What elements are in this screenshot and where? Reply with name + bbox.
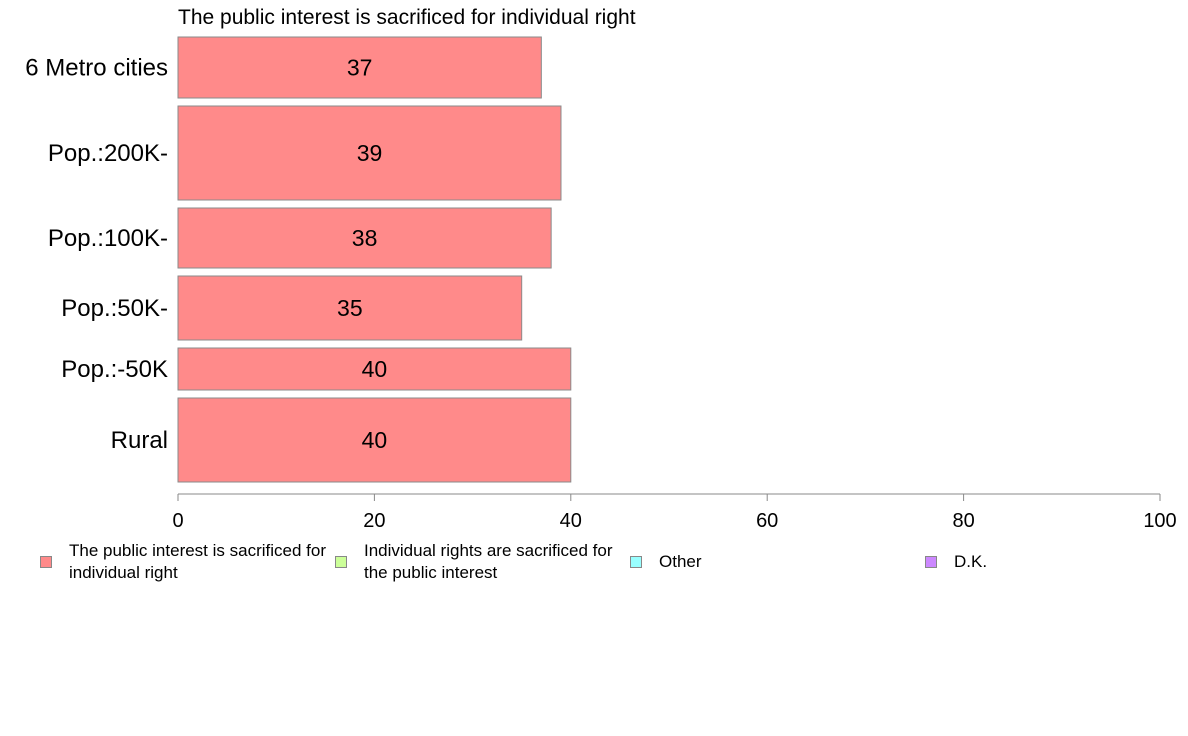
legend-swatch [925, 556, 937, 568]
category-label: Pop.:100K- [48, 225, 168, 252]
category-label: Pop.:200K- [48, 140, 168, 167]
legend-swatch [40, 556, 52, 568]
legend-label: Other [659, 552, 702, 571]
x-tick-label: 80 [952, 510, 974, 532]
legend: The public interest is sacrificed for in… [0, 540, 1188, 600]
legend-item-individual-rights: Individual rights are sacrificed for the… [335, 540, 624, 584]
legend-swatch [630, 556, 642, 568]
legend-item-other: Other [630, 551, 919, 573]
bar [177, 105, 562, 201]
data-label: 38 [352, 225, 378, 251]
bar [177, 275, 523, 341]
data-label: 37 [347, 55, 373, 81]
x-tick-label: 40 [560, 510, 582, 532]
x-tick-label: 20 [363, 510, 385, 532]
legend-label: D.K. [954, 552, 988, 571]
legend-label: The public interest is sacrificed for in… [69, 541, 326, 582]
data-label: 40 [362, 356, 388, 382]
data-label: 35 [337, 295, 363, 321]
legend-swatch [335, 556, 347, 568]
legend-item-dk: D.K. [925, 551, 1188, 573]
chart-title: The public interest is sacrificed for in… [178, 6, 636, 29]
category-label: 6 Metro cities [25, 55, 168, 82]
bar [177, 347, 572, 391]
category-label: Rural [111, 427, 168, 454]
bar [177, 36, 542, 99]
data-label: 40 [362, 427, 388, 453]
legend-item-public-interest: The public interest is sacrificed for in… [40, 540, 329, 584]
bar [177, 207, 552, 269]
x-tick-label: 100 [1143, 510, 1176, 532]
category-label: Pop.:-50K [61, 356, 168, 383]
legend-label: Individual rights are sacrificed for the… [364, 541, 613, 582]
x-tick-label: 60 [756, 510, 778, 532]
data-label: 39 [357, 140, 383, 166]
x-tick-label: 0 [172, 510, 183, 532]
bar [177, 397, 572, 483]
category-label: Pop.:50K- [61, 295, 168, 322]
